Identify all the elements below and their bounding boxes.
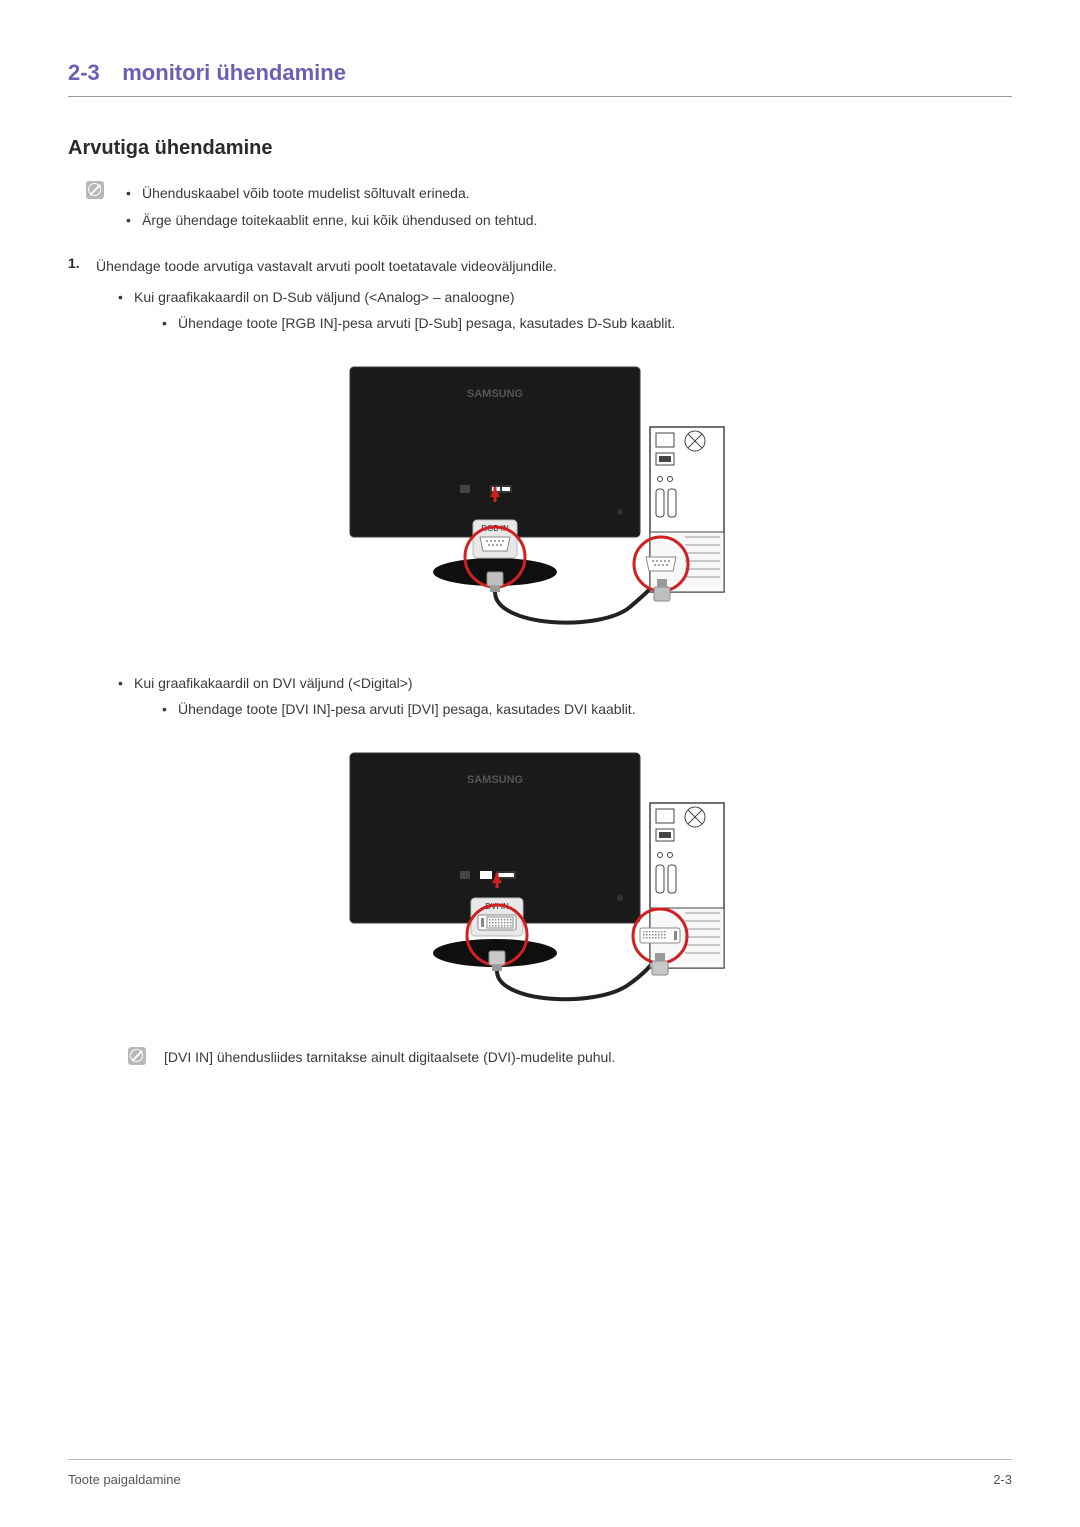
monitor-brand-text: SAMSUNG [467, 774, 523, 786]
sub-sub-item: Ühendage toote [DVI IN]-pesa arvuti [DVI… [158, 696, 1012, 723]
note-item: Ärge ühendage toitekaablit enne, kui kõi… [122, 207, 537, 234]
monitor-brand-text: SAMSUNG [467, 388, 523, 400]
step-1: 1. Ühendage toode arvutiga vastavalt arv… [68, 255, 1012, 277]
note-block-2: [DVI IN] ühendusliides tarnitakse ainult… [128, 1046, 1012, 1068]
section-header: 2-3 monitori ühendamine [68, 60, 1012, 97]
figure-dvi-connection: SAMSUNG DVI IN [340, 743, 740, 1018]
note-item: Ühenduskaabel võib toote mudelist sõltuv… [122, 180, 537, 207]
sub-item-text: Kui graafikakaardil on D-Sub väljund (<A… [134, 289, 515, 305]
note-content: Ühenduskaabel võib toote mudelist sõltuv… [122, 180, 537, 233]
step-text: Ühendage toode arvutiga vastavalt arvuti… [96, 255, 557, 277]
step-number: 1. [68, 255, 96, 277]
figure-1-wrap: SAMSUNG RGB IN [68, 357, 1012, 642]
figure-rgb-connection: SAMSUNG RGB IN [340, 357, 740, 642]
page-subtitle: Arvutiga ühendamine [68, 137, 1012, 160]
info-icon [128, 1047, 146, 1065]
sub-item: Kui graafikakaardil on DVI väljund (<Dig… [114, 670, 1012, 723]
page-footer: Toote paigaldamine 2-3 [68, 1459, 1012, 1487]
sub-item-text: Kui graafikakaardil on DVI väljund (<Dig… [134, 675, 413, 691]
footer-left: Toote paigaldamine [68, 1472, 181, 1487]
note-2-text: [DVI IN] ühendusliides tarnitakse ainult… [164, 1046, 615, 1068]
sub-item: Kui graafikakaardil on D-Sub väljund (<A… [114, 284, 1012, 337]
info-icon [86, 181, 104, 199]
figure-2-wrap: SAMSUNG DVI IN [68, 743, 1012, 1018]
sub-list-b: Kui graafikakaardil on DVI väljund (<Dig… [114, 670, 1012, 723]
note-block-1: Ühenduskaabel võib toote mudelist sõltuv… [68, 180, 1012, 233]
section-title: monitori ühendamine [122, 60, 346, 85]
sub-list-a: Kui graafikakaardil on D-Sub väljund (<A… [114, 284, 1012, 337]
section-number: 2-3 [68, 60, 100, 85]
footer-right: 2-3 [993, 1472, 1012, 1487]
sub-sub-item: Ühendage toote [RGB IN]-pesa arvuti [D-S… [158, 310, 1012, 337]
